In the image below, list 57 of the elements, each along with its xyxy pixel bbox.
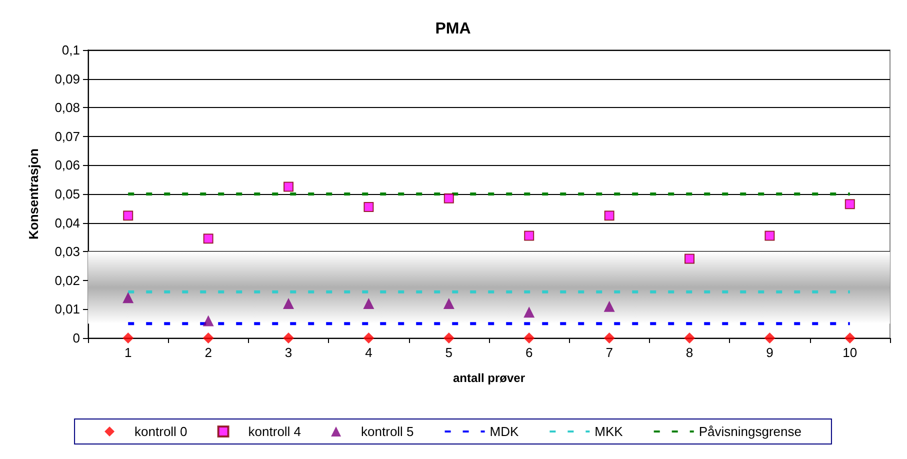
- y-tick-label: 0,09: [54, 71, 80, 86]
- point: [122, 332, 134, 344]
- point: [202, 332, 214, 344]
- point: [764, 230, 775, 241]
- y-tick-label: 0: [72, 330, 80, 346]
- x-tick-label: 10: [842, 345, 858, 360]
- x-tick-label: 4: [365, 345, 372, 360]
- point: [283, 332, 294, 344]
- point: [123, 210, 134, 221]
- point: [844, 199, 855, 210]
- point: [524, 230, 534, 241]
- x-tick-label: 3: [284, 345, 292, 360]
- point: [844, 332, 856, 344]
- y-tick-label: 0,08: [54, 100, 80, 116]
- chart-title: PMA: [435, 20, 472, 38]
- y-tick-label: 0,03: [54, 244, 80, 260]
- point: [684, 254, 694, 264]
- point: [443, 298, 454, 309]
- x-tick-label: 7: [606, 345, 613, 360]
- y-tick-label: 0,04: [54, 215, 80, 230]
- point: [524, 332, 535, 344]
- point: [203, 234, 214, 244]
- y-tick-label: 0,05: [54, 186, 80, 202]
- point: [684, 332, 695, 344]
- point: [764, 332, 776, 344]
- point: [364, 202, 374, 212]
- x-axis-title: antall prøver: [452, 371, 526, 385]
- x-tick-label: 6: [525, 345, 533, 360]
- y-tick-label: 0,06: [54, 158, 80, 173]
- point: [443, 332, 454, 344]
- point: [122, 292, 134, 304]
- point: [604, 332, 615, 344]
- y-tick-label: 0,01: [54, 302, 80, 317]
- legend-label: kontroll 0: [134, 424, 188, 439]
- legend-label: kontroll 5: [361, 424, 414, 439]
- x-tick-label: 9: [766, 345, 774, 360]
- x-tick-label: 5: [445, 345, 453, 360]
- y-tick-label: 0,02: [54, 272, 80, 288]
- point: [363, 298, 374, 309]
- y-axis-title: Konsentrasjon: [26, 148, 41, 240]
- legend-label: MDK: [490, 424, 520, 439]
- y-tick-label: 0,07: [54, 128, 80, 144]
- x-tick-label: 2: [204, 345, 212, 360]
- point: [444, 193, 454, 204]
- point: [363, 332, 374, 344]
- legend-label: kontroll 4: [248, 424, 302, 439]
- legend-label: Påvisningsgrense: [698, 424, 802, 439]
- point: [283, 298, 294, 309]
- x-tick-label: 8: [686, 345, 694, 360]
- point: [524, 306, 535, 318]
- y-tick-label: 0,1: [62, 42, 80, 58]
- point: [604, 300, 615, 312]
- legend-label: MKK: [594, 424, 624, 439]
- point: [202, 315, 214, 326]
- point: [284, 182, 294, 192]
- x-tick-label: 1: [124, 345, 132, 360]
- point: [604, 210, 614, 221]
